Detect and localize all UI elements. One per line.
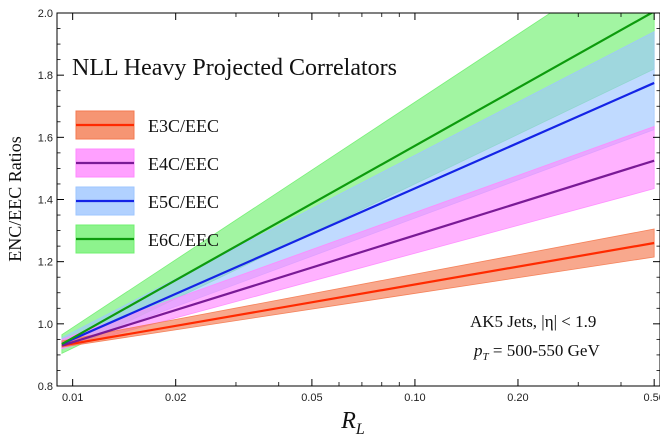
annotation-pt: pT = 500-550 GeV [473,341,600,363]
y-axis-label: ENC/EEC Ratios [5,136,25,262]
y-tick-label: 1.8 [38,70,53,82]
legend: E3C/EEC E4C/EEC E5C/EEC E6C/EEC [75,110,219,254]
line-e6c-eec [61,13,654,345]
annotation-pt-symbol: p [473,341,483,360]
legend-label-e4c-eec: E4C/EEC [148,154,219,174]
line-e5c-eec [61,81,655,346]
x-axis-label-main: R [340,408,356,434]
y-tick-label: 1.2 [38,257,53,269]
legend-label-e3c-eec: E3C/EEC [148,116,219,136]
x-axis-label: RL [340,408,365,438]
x-axis-label-sub: L [355,421,365,438]
x-tick-label: 0.10 [404,392,425,404]
y-tick-label: 0.8 [38,381,53,393]
x-tick-label: 0.01 [62,392,83,404]
annotation-pt-rest: = 500-550 GeV [489,341,601,360]
annotation-jets: AK5 Jets, |η| < 1.9 [470,312,596,331]
line-e4c-eec [61,159,655,347]
ticks-layer: 0.01 0.02 0.05 0.10 0.20 0.50 0.8 1.0 1.2 1.4 1.6 1… [38,8,660,404]
legend-label-e5c-eec: E5C/EEC [148,192,219,212]
x-tick-label: 0.20 [507,392,528,404]
y-tick-label: 1.6 [38,132,53,144]
bands-layer [61,13,655,354]
x-tick-label: 0.02 [165,392,186,404]
y-tick-label: 2.0 [38,8,53,20]
x-tick-label: 0.05 [301,392,322,404]
legend-label-e6c-eec: E6C/EEC [148,230,219,250]
line-e3c-eec [61,241,655,347]
y-tick-label: 1.0 [38,319,53,331]
lines-layer [61,13,655,347]
annotation-pt-sub: T [483,351,490,363]
chart-title: NLL Heavy Projected Correlators [72,55,397,81]
y-tick-label: 1.4 [38,195,53,207]
x-tick-label: 0.50 [643,392,660,404]
